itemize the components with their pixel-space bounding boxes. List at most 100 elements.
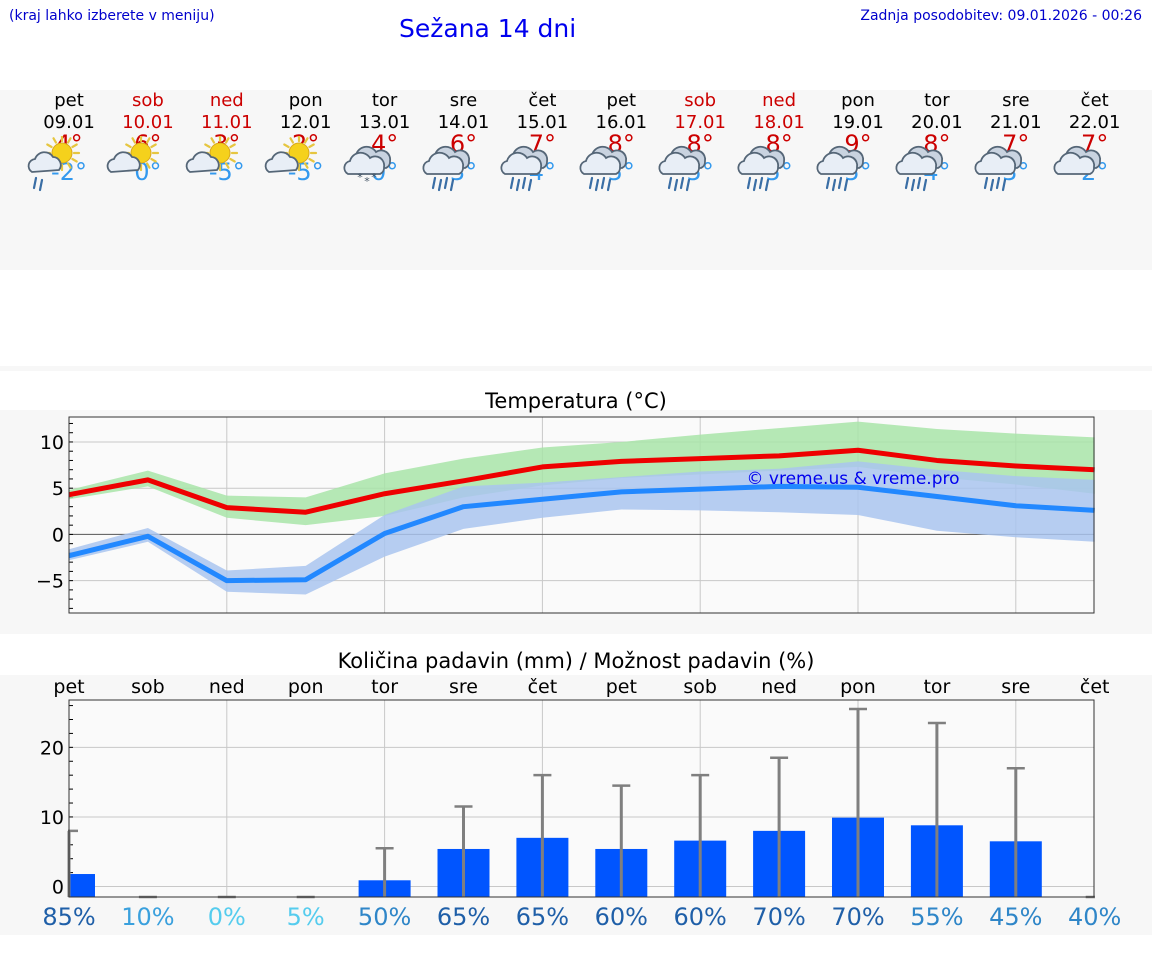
min-temp-line <box>68 483 1095 584</box>
day-date: 20.01 <box>911 112 963 133</box>
precip-probability: 55% <box>910 903 964 931</box>
cloud-shape <box>1053 145 1101 175</box>
day-weekday: sob <box>684 90 717 111</box>
svg-text:*: * <box>357 171 363 184</box>
temperature-chart: 10 5 0 −5 © vreme.us & vreme.pro <box>36 416 1095 614</box>
cloud-rain-icon <box>895 145 943 192</box>
plot-frame <box>68 699 1095 898</box>
precip-probability: 45% <box>989 903 1043 931</box>
day-weekday: sre <box>1002 90 1030 111</box>
svg-text:*: * <box>364 175 370 188</box>
x-tick-label: ned <box>761 676 797 698</box>
rain-drops <box>589 176 612 192</box>
y-tick-label: 0 <box>52 524 64 546</box>
rain-drops <box>32 176 44 192</box>
y-tick-label: −5 <box>36 571 64 593</box>
day-date: 13.01 <box>358 112 411 133</box>
day-weekday: sob <box>131 90 164 111</box>
y-tick-label: 10 <box>40 432 64 454</box>
y-tick-label: 0 <box>52 877 64 899</box>
forecast-strip <box>0 90 1152 270</box>
cloud-icon <box>1053 145 1101 175</box>
watermark: © vreme.us & vreme.pro <box>746 469 959 489</box>
plot-frame <box>68 416 1095 614</box>
day-column: sre 14.01 6° 3° <box>419 90 509 192</box>
sun-cloud-icon <box>106 136 159 173</box>
day-weekday: čet <box>528 90 557 111</box>
cloud-shape <box>895 145 943 175</box>
precip-probability: 10% <box>121 903 175 931</box>
day-date: 09.01 <box>43 112 95 133</box>
snow-flakes: * * * <box>357 171 377 188</box>
x-tick-label: pon <box>288 676 324 698</box>
day-column: čet 15.01 7° 4° <box>497 90 587 192</box>
day-column: pet 16.01 8° 5° <box>576 90 666 192</box>
day-date: 11.01 <box>201 112 253 133</box>
day-date: 14.01 <box>437 112 490 133</box>
day-column: sre 21.01 7° 3° <box>971 90 1061 192</box>
divider <box>0 366 1152 371</box>
day-date: 21.01 <box>990 112 1042 133</box>
cloud-shape <box>264 151 299 173</box>
precip-probability: 65% <box>515 903 570 931</box>
cloud-shape <box>27 151 62 173</box>
day-column: tor 13.01 * * * 4° 0° <box>340 90 430 188</box>
day-column: pet 09.01 4° -2° <box>24 90 114 192</box>
day-weekday: pon <box>841 90 875 111</box>
sun-cloud-icon <box>264 136 317 173</box>
day-column: pon 19.01 9° 5° <box>813 90 903 192</box>
day-weekday: pet <box>54 90 84 111</box>
day-date: 22.01 <box>1068 112 1121 133</box>
day-column: sob 17.01 8° 5° <box>655 90 745 192</box>
precip-probability: 70% <box>752 903 806 931</box>
precipitation-chart: pet sob ned pon tor sre čet pet sob ned pon tor sre č… <box>40 676 1110 899</box>
day-date: 10.01 <box>122 112 174 133</box>
cloud-shape <box>579 145 628 175</box>
day-date: 18.01 <box>753 112 805 133</box>
day-weekday: ned <box>209 90 244 111</box>
cloud-shape <box>500 145 549 175</box>
rain-drops <box>510 176 533 192</box>
cloud-rain-icon <box>816 145 865 192</box>
rain-drops <box>983 176 1006 192</box>
day-column: pon 12.01 2° -5° <box>261 90 351 186</box>
cloud-shape <box>737 145 786 175</box>
cloud-rain-icon <box>579 145 628 192</box>
sun-cloud-icon <box>185 136 238 173</box>
x-tick-label: čet <box>1080 676 1110 698</box>
day-date: 17.01 <box>674 112 726 133</box>
x-tick-label: pon <box>840 676 876 698</box>
max-temp-band <box>69 421 1095 526</box>
day-weekday: sre <box>449 90 478 111</box>
precip-probability: 0% <box>207 903 246 931</box>
precip-probability: 60% <box>594 903 648 931</box>
x-tick-label: ned <box>209 676 245 698</box>
cloud-rain-icon <box>737 145 786 192</box>
rain-drops <box>904 176 927 192</box>
precip-probability: 70% <box>831 903 885 931</box>
day-column: tor 20.01 8° 4° <box>892 90 982 192</box>
day-weekday: tor <box>924 90 950 111</box>
x-tick-label: tor <box>371 676 398 698</box>
max-temp-line <box>68 447 1095 515</box>
rain-drops <box>431 176 454 192</box>
day-column: sob 10.01 6° 0° <box>103 90 193 186</box>
x-tick-label: čet <box>528 676 558 698</box>
day-weekday: pon <box>288 90 323 111</box>
day-column: ned 18.01 8° 5° <box>734 90 824 192</box>
cloud-shape <box>658 145 707 175</box>
precip-probability: 85% <box>42 903 96 931</box>
x-tick-label: tor <box>923 676 950 698</box>
day-date: 16.01 <box>595 112 648 133</box>
x-tick-label: pet <box>606 676 637 698</box>
precip-probability: 65% <box>436 903 491 931</box>
precip-probability: 50% <box>357 903 412 931</box>
y-tick-label: 10 <box>40 807 64 829</box>
x-tick-label: sre <box>449 676 478 698</box>
cloud-rain-icon <box>974 145 1022 192</box>
day-weekday: ned <box>762 90 797 111</box>
day-column: ned 11.01 3° -5° <box>182 90 272 186</box>
cloud-shape <box>422 145 470 175</box>
day-weekday: pet <box>606 90 637 111</box>
day-date: 19.01 <box>832 112 884 133</box>
